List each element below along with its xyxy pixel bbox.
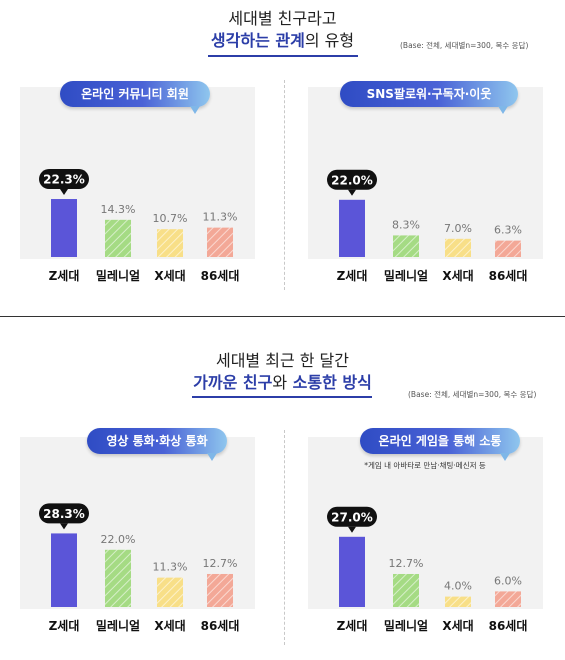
chart1-title-pill: 온라인 커뮤니티 회원 [60, 81, 210, 114]
value-label-3-2: 22.0% [101, 533, 136, 546]
bar-3-2 [105, 549, 131, 607]
section2-title-line1: 세대별 최근 한 달간 [215, 351, 350, 370]
chart2-title-pill: SNS팔로워·구독자·이웃 [340, 81, 518, 114]
chart4-footnote: *게임 내 아바타로 만남·채팅·메신저 등 [364, 461, 486, 470]
bar-2-4 [495, 240, 521, 257]
chart1-svg: 22.3% Z세대 14.3% 밀레니얼 10.7% X세대 11.3% 86세대 [39, 169, 240, 283]
highlight-bubble-pointer-1 [60, 189, 68, 196]
category-label-4-1: Z세대 [337, 618, 368, 633]
section2-title: 세대별 최근 한 달간 가까운 친구와 소통한 방식 [0, 350, 565, 394]
bar-4-3 [445, 596, 471, 607]
value-label-2-1: 22.0% [331, 173, 373, 187]
section2-title-highlight-b: 소통한 방식 [292, 373, 372, 392]
bar-1-2 [105, 219, 131, 257]
category-label-1-2: 밀레니얼 [96, 268, 140, 283]
bar-3-1 [51, 533, 77, 607]
section1-title-rest: 의 유형 [304, 31, 355, 50]
bar-1-3 [157, 229, 183, 257]
highlight-bubble-pointer-3 [60, 523, 68, 530]
value-label-1-4: 11.3% [203, 211, 238, 224]
bar-3-4 [207, 573, 233, 607]
category-label-1-1: Z세대 [49, 268, 80, 283]
highlight-bubble-pointer-2 [348, 189, 356, 196]
bar-1-4 [207, 227, 233, 257]
value-label-4-3: 4.0% [444, 580, 472, 593]
chart3-title-pill: 영상 통화·화상 통화 [87, 428, 227, 461]
section1-title: 세대별 친구라고 생각하는 관계의 유형 [0, 8, 565, 52]
section-divider [0, 316, 565, 317]
bar-2-3 [445, 238, 471, 257]
category-label-3-4: 86세대 [201, 618, 240, 633]
section2-separator [284, 430, 285, 645]
bar-4-4 [495, 591, 521, 607]
section2-base-note: (Base: 전체, 세대별n=300, 복수 응답) [408, 390, 537, 399]
category-label-2-2: 밀레니얼 [384, 268, 428, 283]
chart4-svg: 27.0% Z세대 12.7% 밀레니얼 4.0% X세대 6.0% 86세대 [327, 506, 528, 633]
section1-title-highlight: 생각하는 관계 [210, 31, 305, 50]
value-label-2-4: 6.3% [494, 224, 522, 237]
bar-4-1 [339, 536, 365, 607]
section1-separator [284, 80, 285, 290]
highlight-bubble-3 [39, 503, 89, 524]
category-label-1-4: 86세대 [201, 268, 240, 283]
section1-title-line1: 세대별 친구라고 [228, 9, 337, 28]
value-label-1-3: 10.7% [153, 212, 188, 225]
bar-2-1 [339, 199, 365, 257]
highlight-bubble-pointer-4 [348, 526, 356, 533]
category-label-4-3: X세대 [442, 618, 473, 633]
category-label-3-1: Z세대 [49, 618, 80, 633]
category-label-4-4: 86세대 [489, 618, 528, 633]
value-label-3-3: 11.3% [153, 561, 188, 574]
value-label-4-4: 6.0% [494, 574, 522, 587]
chart3-svg: 28.3% Z세대 22.0% 밀레니얼 11.3% X세대 12.7% 86세대 [39, 503, 240, 633]
value-label-2-2: 8.3% [392, 218, 420, 231]
category-label-2-3: X세대 [442, 268, 473, 283]
category-label-2-4: 86세대 [489, 268, 528, 283]
section1-underline [208, 55, 358, 57]
category-label-3-2: 밀레니얼 [96, 618, 140, 633]
category-label-4-2: 밀레니얼 [384, 618, 428, 633]
section1-base-note: (Base: 전체, 세대별n=300, 복수 응답) [400, 41, 529, 50]
category-label-1-3: X세대 [154, 268, 185, 283]
highlight-bubble-1 [39, 169, 89, 190]
value-label-3-4: 12.7% [203, 557, 238, 570]
category-label-3-3: X세대 [154, 618, 185, 633]
highlight-bubble-2 [327, 169, 377, 190]
highlight-bubble-4 [327, 506, 377, 527]
section2-underline [192, 396, 372, 398]
section2-title-connector: 와 [272, 373, 288, 392]
section2-title-highlight-a: 가까운 친구 [193, 373, 273, 392]
value-label-4-1: 27.0% [331, 510, 373, 524]
chart4-title-pill: 온라인 게임을 통해 소통 [360, 428, 520, 461]
bar-4-2 [393, 573, 419, 607]
category-label-2-1: Z세대 [337, 268, 368, 283]
bar-1-1 [51, 199, 77, 257]
value-label-3-1: 28.3% [43, 507, 85, 521]
value-label-1-1: 22.3% [43, 173, 85, 187]
value-label-1-2: 14.3% [101, 203, 136, 216]
value-label-4-2: 12.7% [389, 557, 424, 570]
bar-3-3 [157, 577, 183, 607]
chart2-svg: 22.0% Z세대 8.3% 밀레니얼 7.0% X세대 6.3% 86세대 [327, 169, 528, 283]
value-label-2-3: 7.0% [444, 222, 472, 235]
bar-2-2 [393, 235, 419, 257]
